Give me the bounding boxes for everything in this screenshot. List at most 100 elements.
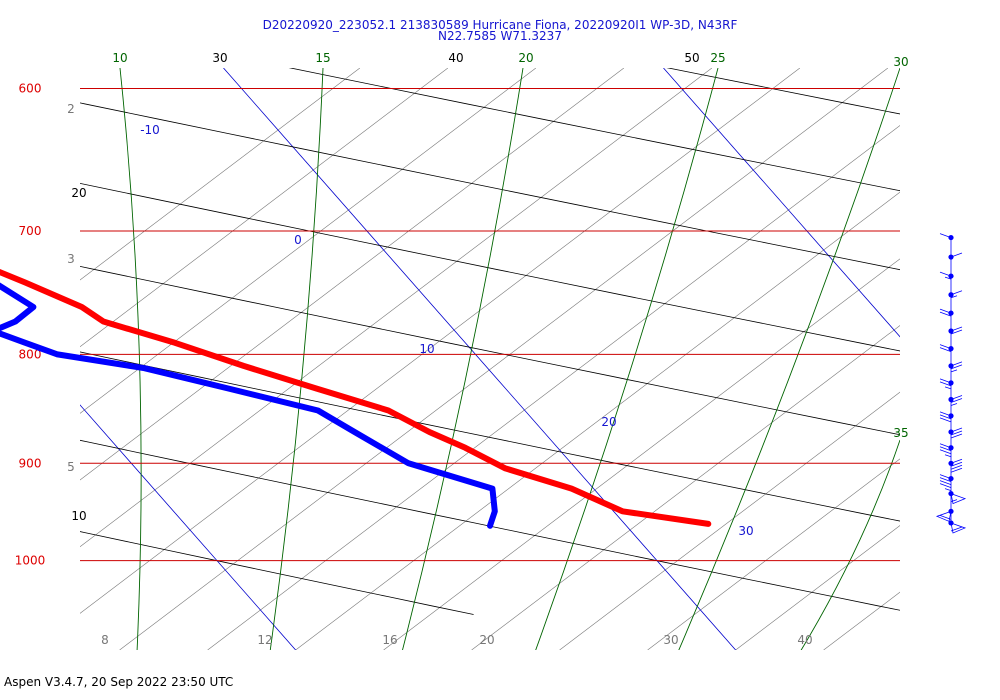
mixing-ratio-label: 40 — [797, 633, 812, 647]
mixing-ratio-label: 5 — [67, 460, 75, 474]
mixing-ratio-line — [80, 68, 449, 348]
wind-barb-half — [944, 386, 952, 390]
wind-barb-flag — [939, 480, 952, 485]
dry-adiabat-line — [80, 439, 900, 611]
mixing-ratio-line — [207, 125, 900, 650]
mixing-ratio-label: 3 — [67, 252, 75, 266]
chart-title-line2: N22.7585 W71.3237 — [438, 29, 562, 43]
dry-adiabat-line — [80, 351, 900, 522]
mixing-ratio-line — [80, 68, 537, 414]
isotherm-label: 20 — [601, 415, 616, 429]
mixing-ratio-label: 30 — [663, 633, 678, 647]
sounding-traces — [0, 268, 712, 529]
dry-adiabat-label: 20 — [71, 186, 86, 200]
moist-adiabat-line — [269, 68, 324, 650]
wind-barb-flag — [950, 252, 963, 258]
wind-barb-flag — [939, 446, 952, 452]
dry-adiabat-label: 10 — [71, 509, 86, 523]
wind-barb-half — [950, 499, 958, 502]
wind-barb-flag — [950, 464, 963, 470]
wind-barb-flag — [950, 361, 963, 367]
dry-adiabat-line — [80, 102, 900, 271]
moist-adiabat-label: 25 — [710, 51, 725, 65]
mixing-ratio-line — [80, 68, 625, 481]
isobar-label: 800 — [19, 347, 42, 361]
dry-adiabat-line — [991, 57, 1000, 614]
wind-barb-flag — [939, 411, 952, 417]
wind-barb-flag — [950, 398, 963, 403]
wind-barb-pennant — [950, 492, 967, 505]
moist-adiabat-label: 20 — [518, 51, 533, 65]
mixing-ratio-line — [80, 68, 801, 614]
wind-barb-flag — [939, 308, 952, 314]
wind-barb-half — [950, 295, 958, 299]
chart-title: D20220920_223052.1 213830589 Hurricane F… — [0, 18, 1000, 43]
wind-barb-flag — [939, 449, 952, 455]
mixing-ratio-line — [119, 68, 889, 650]
isotherm-label: 0 — [294, 233, 302, 247]
dewpoint-trace — [0, 282, 498, 529]
wind-barb-pennant — [935, 510, 952, 522]
wind-barb-flag — [939, 474, 952, 479]
wind-barb-flag — [939, 414, 952, 420]
mixing-ratio-line — [80, 68, 361, 281]
wind-barb-flag — [939, 233, 952, 238]
wind-barb-flag — [950, 461, 963, 467]
wind-barb-flag — [939, 381, 952, 387]
mixing-ratio-line — [912, 68, 1000, 650]
wind-barb-flag — [950, 326, 963, 332]
wind-barb-flag — [939, 483, 952, 488]
wind-barb-flag — [950, 329, 963, 335]
footer-version: Aspen V3.4.7, 20 Sep 2022 23:50 UTC — [4, 675, 234, 689]
wind-barb-half — [944, 454, 952, 458]
wind-barb-flag — [950, 433, 963, 439]
wind-barb-flag — [950, 290, 963, 296]
moist-adiabat-line — [119, 68, 142, 650]
dry-adiabat-line — [80, 531, 474, 615]
isobar-label: 1000 — [15, 554, 46, 568]
wind-barb-half — [944, 488, 952, 491]
mixing-ratio-label: 20 — [479, 633, 494, 647]
wind-barb-flag — [950, 395, 963, 400]
wind-barbs — [935, 233, 967, 534]
wind-barb-flag — [950, 458, 963, 464]
wind-barb-flag — [950, 427, 963, 433]
isobar-label: 700 — [19, 224, 42, 238]
mixing-ratio-line — [823, 591, 900, 650]
wind-barb-flag — [939, 477, 952, 482]
mixing-ratio-line — [471, 325, 900, 650]
wind-barb-flag — [939, 311, 952, 317]
mixing-ratio-label: 2 — [67, 102, 75, 116]
wind-barb-half — [944, 276, 952, 280]
wind-barb-flag — [939, 378, 952, 384]
wind-barb-pennant — [950, 522, 967, 534]
wind-barb-flag — [939, 417, 952, 423]
mixing-ratio-line — [735, 525, 900, 650]
isotherm-line — [663, 68, 900, 338]
dry-adiabat-line — [666, 68, 900, 115]
isobar-label: 900 — [19, 456, 42, 470]
plot-area — [80, 57, 1000, 650]
wind-barb-flag — [950, 430, 963, 436]
dry-adiabat-label: 40 — [448, 51, 463, 65]
mixing-ratio-line — [647, 458, 900, 650]
moist-adiabat-label: 15 — [315, 51, 330, 65]
mixing-ratio-label: 12 — [257, 633, 272, 647]
mixing-ratio-label: 8 — [101, 633, 109, 647]
mixing-ratio-line — [559, 391, 900, 650]
temperature-trace — [0, 268, 712, 527]
mixing-ratio-line — [383, 258, 900, 650]
moist-adiabat-line — [402, 68, 524, 650]
chart-title-line1: D20220920_223052.1 213830589 Hurricane F… — [262, 18, 738, 32]
isotherm-line — [80, 404, 296, 650]
isobar-label: 600 — [19, 82, 42, 96]
isotherm-line — [223, 68, 736, 650]
wind-barb-half — [950, 403, 958, 406]
mixing-ratio-line — [295, 191, 900, 650]
wind-barb-flag — [950, 364, 963, 370]
dry-adiabat-label: 50 — [684, 51, 699, 65]
dry-adiabat-label: 30 — [212, 51, 227, 65]
wind-barb-flag — [939, 443, 952, 449]
wind-barb-flag — [950, 467, 963, 473]
